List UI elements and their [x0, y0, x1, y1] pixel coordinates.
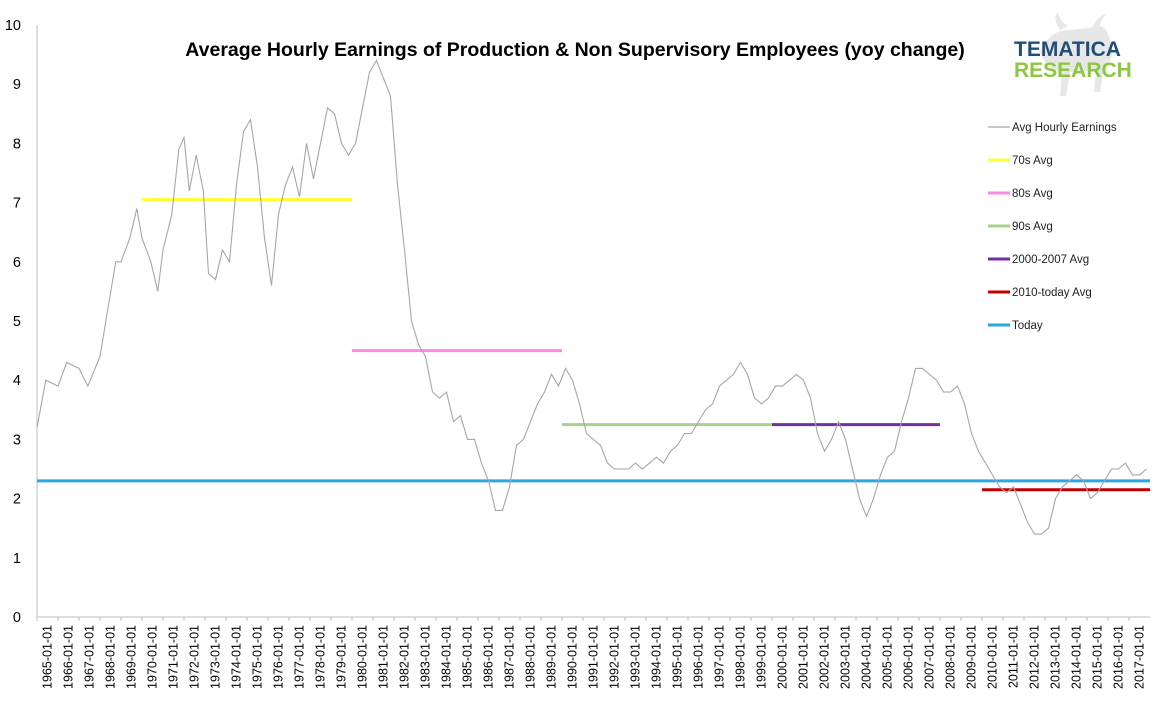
legend-label: 2010-today Avg	[1012, 287, 1092, 299]
y-tick-label: 5	[13, 314, 21, 330]
y-tick-label: 8	[13, 136, 21, 152]
x-tick-label: 1984-01-01	[440, 625, 454, 689]
x-tick-label: 1973-01-01	[209, 625, 223, 689]
x-tick-label: 1995-01-01	[671, 625, 685, 689]
x-tick-label: 1975-01-01	[251, 625, 265, 689]
x-tick-label: 1985-01-01	[461, 625, 475, 689]
logo-line-1: TEMATICA	[1014, 38, 1121, 61]
x-tick-label: 1986-01-01	[482, 625, 496, 689]
x-tick-label: 1997-01-01	[713, 625, 727, 689]
x-tick-label: 1977-01-01	[293, 625, 307, 689]
y-tick-label: 6	[13, 255, 21, 271]
x-tick-label: 1974-01-01	[230, 625, 244, 689]
x-tick-label: 1999-01-01	[755, 625, 769, 689]
series-group	[36, 59, 1147, 535]
x-tick-label: 2002-01-01	[818, 625, 832, 689]
x-tick-label: 2003-01-01	[839, 625, 853, 689]
x-tick-label: 1992-01-01	[608, 625, 622, 689]
x-tick-label: 1982-01-01	[398, 625, 412, 689]
x-tick-label: 1969-01-01	[125, 625, 139, 689]
y-tick-labels: 0 1 2 3 4 5 6 7 8 9 10	[5, 18, 21, 626]
legend-label: 2000-2007 Avg	[1012, 254, 1089, 266]
x-tick-label: 1968-01-01	[104, 625, 118, 689]
x-tick-label: 2007-01-01	[923, 625, 937, 689]
legend: Avg Hourly Earnings 70s Avg 80s Avg 90s Avg…	[988, 122, 1117, 332]
x-tick-label: 1980-01-01	[356, 625, 370, 689]
y-tick-label: 3	[13, 432, 21, 448]
x-tick-label: 2000-01-01	[776, 625, 790, 689]
x-tick-label: 1987-01-01	[503, 625, 517, 689]
x-tick-label: 1996-01-01	[692, 625, 706, 689]
x-tick-label: 1989-01-01	[545, 625, 559, 689]
y-tick-label: 1	[13, 551, 21, 567]
x-tick-label: 2013-01-01	[1049, 625, 1063, 689]
y-tick-label: 0	[13, 610, 21, 626]
series-line-avg-hourly-earnings	[36, 59, 1147, 535]
x-tick-label: 1967-01-01	[83, 625, 97, 689]
average-lines	[37, 198, 1150, 492]
logo-line-2: RESEARCH	[1014, 59, 1132, 82]
y-tick-label: 9	[13, 77, 21, 93]
x-tick-label: 2009-01-01	[965, 625, 979, 689]
x-tick-label: 1994-01-01	[650, 625, 664, 689]
x-tick-label: 1971-01-01	[167, 625, 181, 689]
x-tick-label: 1979-01-01	[335, 625, 349, 689]
x-tick-label: 1991-01-01	[587, 625, 601, 689]
x-tick-label: 2014-01-01	[1070, 625, 1084, 689]
y-tick-label: 7	[13, 196, 21, 212]
x-tick-label: 2016-01-01	[1112, 625, 1126, 689]
legend-label: 70s Avg	[1012, 155, 1053, 167]
y-tick-label: 10	[5, 18, 21, 34]
logo: TEMATICA RESEARCH	[1014, 12, 1132, 96]
x-tick-label: 1972-01-01	[188, 625, 202, 689]
legend-label: Today	[1012, 320, 1043, 332]
legend-label: 90s Avg	[1012, 221, 1053, 233]
legend-label: 80s Avg	[1012, 188, 1053, 200]
x-tick-label: 1993-01-01	[629, 625, 643, 689]
x-tick-label: 2015-01-01	[1091, 625, 1105, 689]
x-tick-labels: 1965-01-01 1966-01-01 1967-01-01 1968-01-01…	[36, 617, 1147, 689]
x-tick-label: 1976-01-01	[272, 625, 286, 689]
x-tick-label: 2010-01-01	[986, 625, 1000, 689]
x-tick-label: 2008-01-01	[944, 625, 958, 689]
x-tick-label: 2005-01-01	[881, 625, 895, 689]
x-tick-label: 1970-01-01	[146, 625, 160, 689]
x-tick-label: 2011-01-01	[1007, 625, 1021, 688]
x-tick-label: 2006-01-01	[902, 625, 916, 689]
x-tick-label: 1981-01-01	[377, 625, 391, 689]
legend-label: Avg Hourly Earnings	[1012, 122, 1117, 134]
bull-icon	[1040, 12, 1113, 96]
y-tick-label: 2	[13, 492, 21, 508]
x-tick-label: 1978-01-01	[314, 625, 328, 689]
x-tick-label: 1998-01-01	[734, 625, 748, 689]
x-tick-label: 1983-01-01	[419, 625, 433, 689]
x-tick-label: 1966-01-01	[62, 625, 76, 689]
x-tick-label: 2017-01-01	[1133, 625, 1147, 689]
x-tick-label: 1990-01-01	[566, 625, 580, 689]
x-tick-label: 2012-01-01	[1028, 625, 1042, 689]
chart-title: Average Hourly Earnings of Production & …	[185, 39, 964, 61]
x-tick-label: 2004-01-01	[860, 625, 874, 689]
x-tick-label: 2001-01-01	[797, 625, 811, 689]
x-tick-label: 1965-01-01	[41, 625, 55, 689]
y-tick-label: 4	[13, 373, 21, 389]
x-tick-label: 1988-01-01	[524, 625, 538, 689]
axes	[36, 25, 1150, 618]
